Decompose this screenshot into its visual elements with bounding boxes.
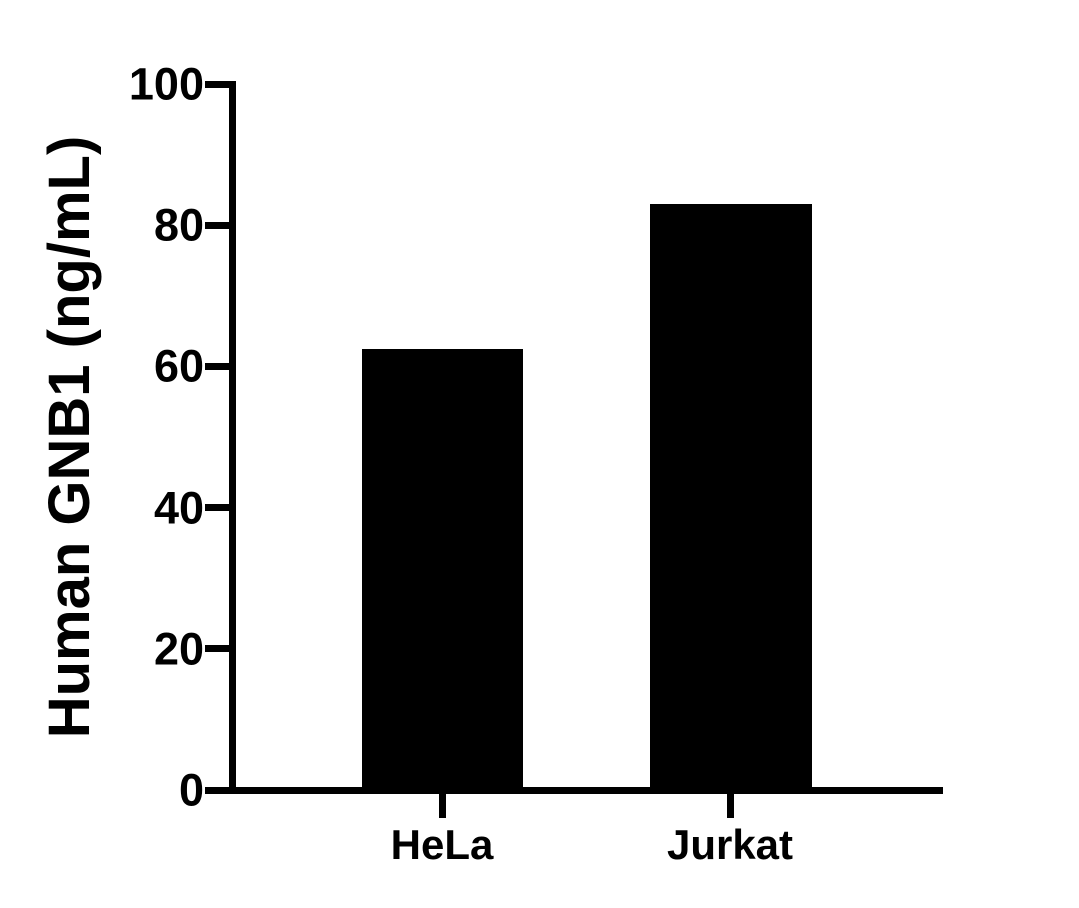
x-axis-line	[228, 786, 943, 794]
y-tick-label: 80	[153, 199, 204, 251]
y-tick-label: 60	[153, 340, 204, 392]
x-axis-tick	[438, 793, 446, 818]
x-category-label-hela: HeLa	[390, 821, 494, 868]
y-axis-line	[228, 80, 236, 794]
y-tick-label: 20	[153, 623, 204, 675]
y-axis-tick	[204, 645, 229, 653]
x-axis-tick	[726, 793, 734, 818]
bar-hela	[362, 349, 523, 790]
y-tick-label: 100	[128, 58, 204, 110]
y-axis-tick	[204, 786, 229, 794]
y-axis-tick	[204, 80, 229, 88]
bar-jurkat	[650, 204, 812, 790]
y-axis-tick	[204, 221, 229, 229]
y-axis-tick	[204, 504, 229, 512]
y-tick-label: 40	[153, 482, 204, 534]
y-tick-label: 0	[178, 764, 204, 816]
y-axis-tick	[204, 362, 229, 370]
x-category-label-jurkat: Jurkat	[666, 821, 794, 868]
